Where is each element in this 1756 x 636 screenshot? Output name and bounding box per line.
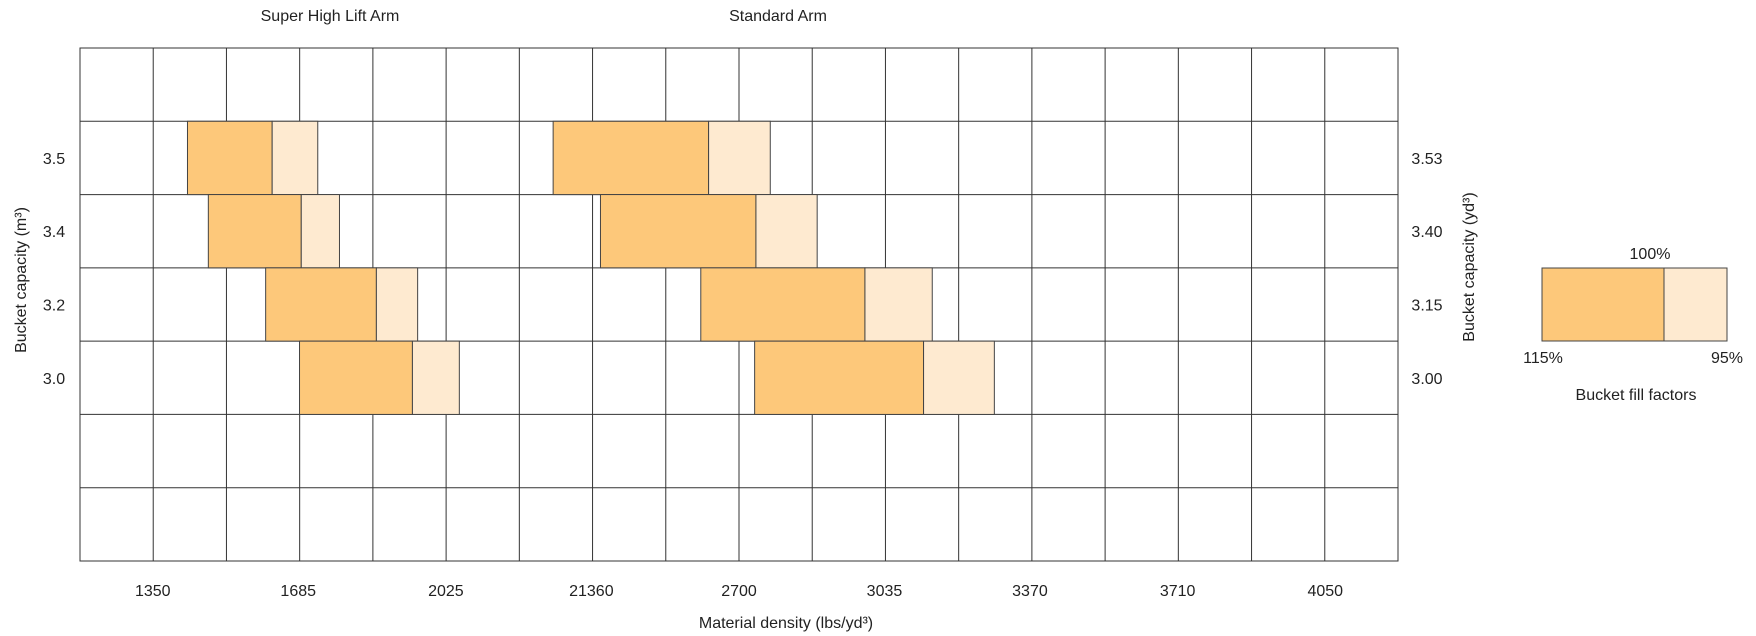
group-label-standard-arm: Standard Arm: [729, 8, 827, 25]
y-tick-label-left: 3.0: [43, 371, 65, 388]
labels: Super High Lift Arm Standard Arm Materia…: [13, 8, 1478, 632]
y-tick-label-right: 3.00: [1411, 371, 1442, 388]
legend: 100% 115% 95% Bucket fill factors: [1523, 246, 1743, 404]
y-axis-label-left: Bucket capacity (m³): [13, 207, 30, 353]
legend-title: Bucket fill factors: [1576, 387, 1697, 404]
x-tick-label: 4050: [1307, 583, 1343, 600]
x-tick-label: 2700: [721, 583, 757, 600]
x-tick-label: 3370: [1012, 583, 1048, 600]
legend-right-label: 95%: [1711, 350, 1743, 367]
bar-standard-arm-95: [923, 340, 995, 415]
y-tick-label-left: 3.2: [43, 298, 65, 315]
group-label-super-high-lift: Super High Lift Arm: [261, 8, 400, 25]
bar-standard-arm-95: [864, 267, 933, 342]
bar-standard-arm-95: [708, 120, 771, 196]
bar-standard-arm-115: [754, 340, 925, 415]
y-axis-label-right: Bucket capacity (yd³): [1461, 192, 1478, 341]
x-tick-label: 2025: [428, 583, 464, 600]
y-tick-label-right: 3.40: [1411, 224, 1442, 241]
bar-standard-arm-95: [755, 194, 818, 269]
bar-standard-arm-115: [700, 267, 866, 342]
x-tick-label: 3710: [1160, 583, 1196, 600]
bar-standard-arm-115: [552, 120, 710, 196]
tick-labels: 3.5 3.53 3.4 3.40 3.2 3.15 3.0 3.00 1350 1685 2025…: [43, 151, 1443, 600]
legend-left-label: 115%: [1523, 350, 1563, 367]
bar-standard-arm-115: [599, 194, 757, 269]
y-tick-label-right: 3.15: [1411, 298, 1442, 315]
bar-super-high-lift-115: [207, 194, 302, 269]
legend-swatch-115: [1541, 267, 1665, 342]
x-tick-label: 1685: [280, 583, 316, 600]
bar-super-high-lift-95: [300, 194, 340, 269]
bar-super-high-lift-95: [375, 267, 419, 342]
x-tick-label: 21360: [569, 583, 614, 600]
y-tick-label-left: 3.5: [43, 151, 65, 168]
bar-super-high-lift-115: [186, 120, 273, 196]
x-axis-label: Material density (lbs/yd³): [699, 615, 873, 632]
x-tick-label: 3035: [867, 583, 903, 600]
bars: [186, 120, 995, 415]
legend-swatch-95: [1663, 267, 1728, 342]
bar-super-high-lift-115: [299, 340, 413, 415]
y-tick-label-left: 3.4: [43, 224, 65, 241]
x-tick-label: 1350: [135, 583, 171, 600]
bar-super-high-lift-95: [271, 120, 319, 196]
legend-middle-label: 100%: [1630, 246, 1671, 263]
bar-super-high-lift-95: [411, 340, 460, 415]
bar-super-high-lift-115: [265, 267, 377, 342]
y-tick-label-right: 3.53: [1411, 151, 1442, 168]
